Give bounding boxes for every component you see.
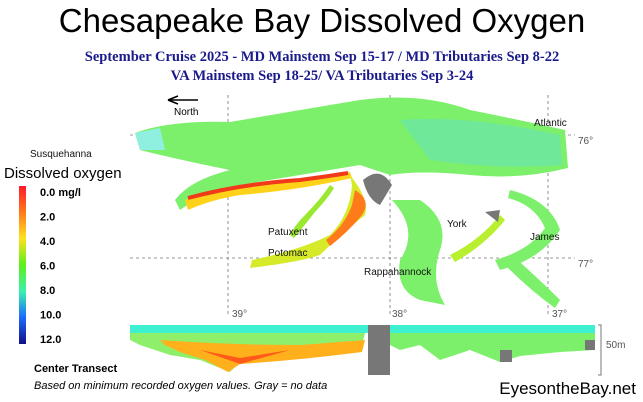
legend-label: 4.0: [40, 236, 55, 248]
legend-title: Dissolved oxygen: [4, 165, 122, 182]
legend-label: 10.0: [40, 310, 61, 322]
longitude-label: 77°: [578, 259, 593, 270]
subtitle: September Cruise 2025 - MD Mainstem Sep …: [85, 49, 559, 65]
legend-label: 6.0: [40, 261, 55, 273]
note: Based on minimum recorded oxygen values.…: [34, 380, 327, 392]
north-label: North: [174, 107, 198, 118]
latitude-label: 37°: [552, 309, 567, 320]
legend-label: 0.0 mg/l: [40, 187, 81, 199]
legend-label: 2.0: [40, 212, 55, 224]
title: Chesapeake Bay Dissolved Oxygen: [59, 2, 585, 39]
legend-label: 8.0: [40, 285, 55, 297]
place-label: James: [530, 232, 559, 243]
place-label: Patuxent: [268, 227, 308, 238]
legend-colorbar: [19, 186, 26, 344]
transect-title: Center Transect: [34, 363, 117, 375]
bay-map: [135, 97, 568, 308]
latitude-label: 39°: [232, 309, 247, 320]
credit: EyesontheBay.net: [499, 379, 636, 398]
subtitle: VA Mainstem Sep 18-25/ VA Tributaries Se…: [171, 68, 474, 84]
map-grid: [130, 95, 575, 315]
longitude-label: 76°: [578, 136, 593, 147]
scale-label: 50m: [606, 340, 625, 351]
place-label: Susquehanna: [30, 149, 92, 160]
place-label: Rappahannock: [364, 267, 432, 278]
latitude-label: 38°: [392, 309, 407, 320]
legend-label: 12.0: [40, 334, 61, 346]
place-label: Atlantic: [534, 118, 567, 129]
north-arrow: North: [167, 95, 198, 118]
place-label: Potomac: [268, 248, 307, 259]
place-label: York: [447, 219, 468, 230]
transect: 50m: [130, 324, 625, 376]
